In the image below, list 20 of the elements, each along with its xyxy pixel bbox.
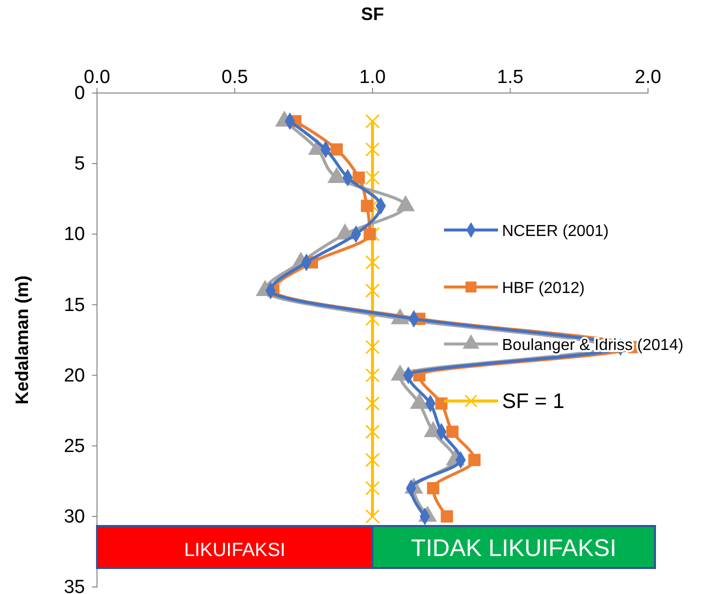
y-tick-label: 35 (64, 577, 85, 594)
y-tick-label: 15 (64, 294, 85, 316)
y-tick-label: 5 (74, 154, 85, 175)
legend-label: SF = 1 (502, 390, 564, 413)
x-axis-title: SF (360, 4, 384, 24)
y-tick-label: 10 (64, 224, 85, 246)
legend-label: HBF (2012) (502, 280, 585, 297)
y-tick-label: 0 (74, 83, 85, 104)
annotation: TIDAK LIKUIFAKSI (411, 535, 616, 562)
y-tick-label: 20 (64, 365, 85, 386)
y-axis-title: Kedalaman (m) (12, 275, 32, 405)
x-tick-label: 0.5 (222, 67, 248, 88)
x-tick-label: 2.0 (634, 67, 662, 88)
legend-label: NCEER (2001) (502, 223, 609, 240)
y-tick-label: 30 (64, 506, 85, 528)
x-tick-label: 1.0 (359, 67, 386, 88)
y-tick-label: 25 (64, 436, 85, 457)
x-tick-label: 1.5 (497, 67, 524, 88)
annotation: LIKUIFAKSI (184, 540, 286, 561)
x-tick-label: 0.0 (84, 67, 110, 88)
